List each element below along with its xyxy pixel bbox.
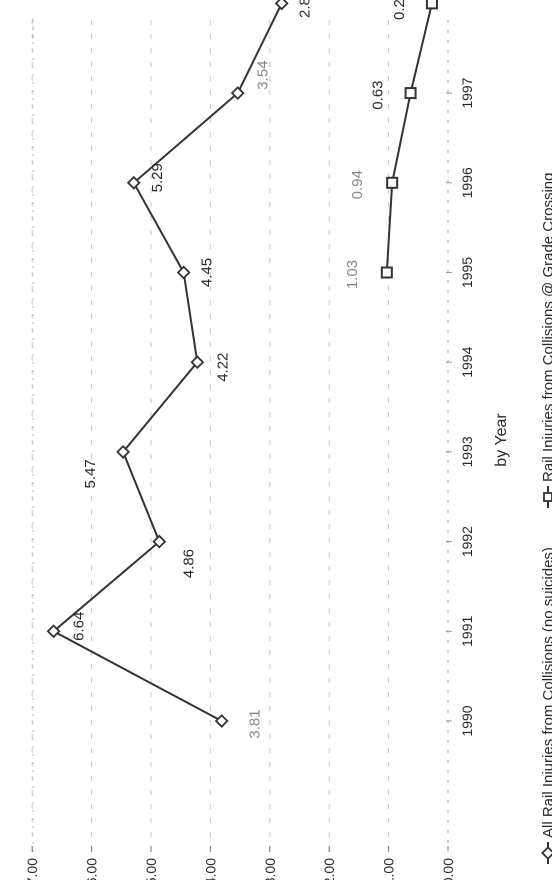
category-tick-label: 1991 — [459, 616, 475, 647]
data-label: 1.03 — [344, 260, 361, 289]
category-tick-label: 1992 — [459, 526, 475, 557]
data-label: 0.63 — [370, 80, 387, 109]
square-marker-icon — [543, 492, 552, 502]
category-tick-label: 1995 — [459, 257, 475, 288]
square-marker — [380, 266, 393, 279]
diamond-marker — [214, 714, 229, 728]
category-tick-label: 1990 — [459, 705, 475, 736]
data-label: 3.54 — [255, 60, 272, 89]
diamond-marker — [230, 86, 245, 101]
series-line-0 — [51, 2, 283, 722]
data-label: 0.27 — [391, 0, 408, 20]
category-tick-label: 1997 — [459, 77, 475, 108]
diamond-marker — [116, 444, 131, 459]
diamond-marker-icon — [541, 846, 552, 860]
value-tick-label: 7.00 — [24, 858, 40, 880]
value-tick-label: 1.00 — [381, 858, 397, 880]
diamond-marker — [46, 624, 61, 639]
data-label: 4.45 — [199, 258, 216, 287]
diamond-marker — [152, 534, 167, 549]
series-line-1 — [385, 3, 433, 273]
legend-label: All Rail Injuries from Collisions (no su… — [540, 547, 552, 838]
category-tick-label: 1996 — [459, 167, 475, 198]
data-label: 4.86 — [180, 549, 197, 578]
category-tick-label: 1994 — [459, 346, 475, 377]
data-label: 3.81 — [247, 709, 264, 738]
data-label: 4.22 — [214, 353, 231, 382]
value-tick-label: 0.00 — [440, 858, 456, 880]
data-label: 0.94 — [349, 170, 366, 199]
value-tick-label: 6.00 — [84, 858, 100, 880]
category-tick-label: 1993 — [459, 436, 475, 467]
data-label: 5.29 — [149, 163, 166, 192]
data-labels: 3.81 6.64 4.86 5.47 4.22 4.45 5.29 3.54 2.80 1.03… — [71, 0, 408, 739]
axes: 0.00 1.00 2.00 3.00 4.00 5.00 6.00 7.00 1990 1991… — [24, 20, 475, 880]
value-tick-label: 3.00 — [262, 858, 278, 880]
legend: All Rail Injuries from Collisions (no su… — [540, 173, 552, 864]
data-label: 5.47 — [82, 459, 99, 488]
diamond-marker — [176, 265, 191, 280]
square-marker — [425, 0, 438, 10]
diamond-marker — [126, 175, 141, 190]
legend-item-grade-crossing: Rail Injuries from Collisions @ Grade Cr… — [540, 173, 552, 508]
data-label: 2.80 — [297, 0, 314, 18]
grid — [31, 20, 390, 852]
legend-label: Rail Injuries from Collisions @ Grade Cr… — [540, 173, 552, 483]
value-tick-label: 5.00 — [143, 858, 159, 880]
square-marker — [386, 176, 399, 189]
value-tick-label: 2.00 — [321, 858, 337, 880]
data-label: 6.64 — [71, 612, 88, 641]
value-tick-label: 4.00 — [202, 858, 218, 880]
legend-item-all-injuries: All Rail Injuries from Collisions (no su… — [540, 547, 552, 864]
diamond-marker — [190, 355, 205, 370]
series — [46, 0, 438, 728]
chart-title: by Year — [493, 413, 510, 467]
diamond-marker — [274, 0, 289, 11]
square-marker — [404, 87, 417, 100]
